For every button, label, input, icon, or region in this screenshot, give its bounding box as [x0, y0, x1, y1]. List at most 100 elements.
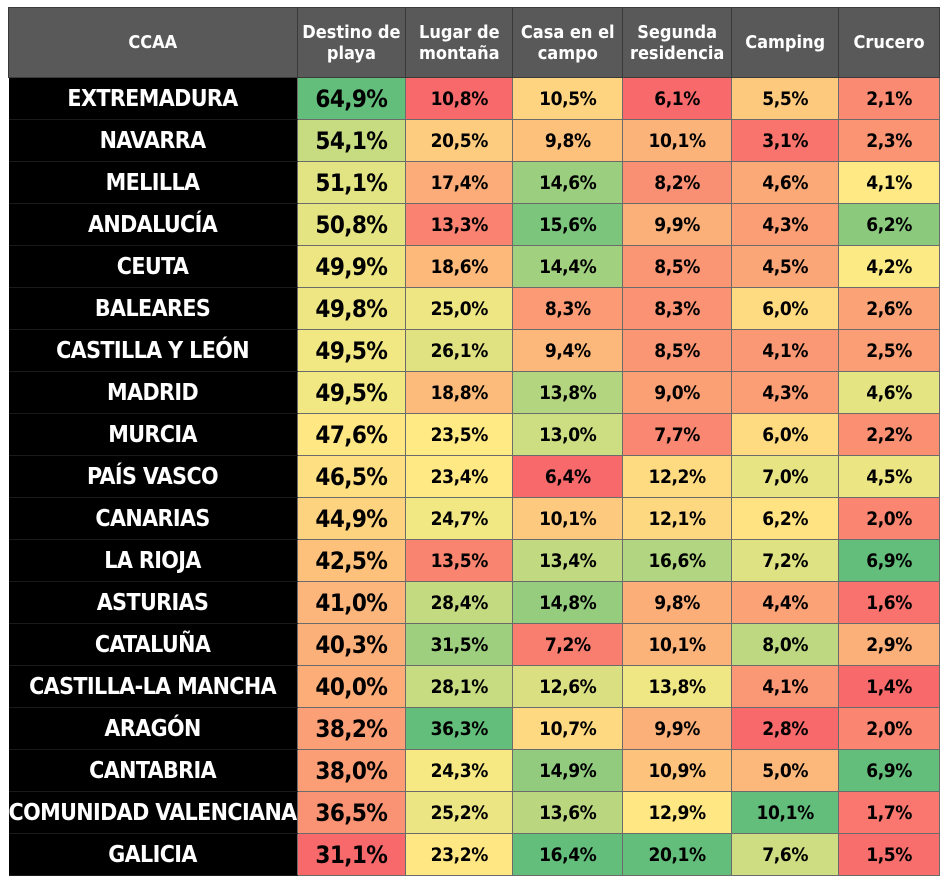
heatmap-cell: 9,8% — [622, 581, 733, 624]
heatmap-cell: 1,6% — [838, 581, 940, 624]
heatmap-cell: 31,1% — [296, 833, 407, 876]
heatmap-cell: 4,3% — [731, 371, 840, 414]
col-header-1-line-0: Lugar de — [419, 21, 500, 43]
table-row: CANTABRIA 38,0% 24,3% 14,9% 10,9% 5,0% 6,9% — [8, 749, 940, 792]
heatmap-cell: 17,4% — [405, 161, 514, 204]
heatmap-cell: 1,7% — [838, 791, 940, 834]
region-label: CASTILLA-LA MANCHA — [8, 665, 298, 708]
table-row: LA RIOJA 42,5% 13,5% 13,4% 16,6% 7,2% 6,9% — [8, 539, 940, 582]
heatmap-cell: 47,6% — [296, 413, 407, 456]
region-label: COMUNIDAD VALENCIANA — [8, 791, 298, 834]
heatmap-cell: 23,2% — [405, 833, 514, 876]
col-header-4-line-0: Camping — [745, 32, 826, 53]
heatmap-cell: 8,5% — [622, 245, 733, 288]
heatmap-cell: 9,0% — [622, 371, 733, 414]
heatmap-cell: 54,1% — [296, 119, 407, 162]
heatmap-cell: 13,5% — [405, 539, 514, 582]
heatmap-cell: 4,4% — [731, 581, 840, 624]
heatmap-cell: 38,2% — [296, 707, 407, 750]
heatmap-cell: 51,1% — [296, 161, 407, 204]
heatmap-cell: 36,5% — [296, 791, 407, 834]
heatmap-cell: 49,9% — [296, 245, 407, 288]
region-label: ARAGÓN — [8, 707, 298, 750]
heatmap-cell: 50,8% — [296, 203, 407, 246]
heatmap-cell: 38,0% — [296, 749, 407, 792]
table-row: EXTREMADURA 64,9% 10,8% 10,5% 6,1% 5,5% 2,1% — [8, 77, 940, 120]
heatmap-cell: 4,5% — [838, 455, 940, 498]
heatmap-cell: 7,0% — [731, 455, 840, 498]
col-header-1: Lugar de montaña — [405, 7, 514, 78]
heatmap-cell: 12,2% — [622, 455, 733, 498]
heatmap-cell: 2,2% — [838, 413, 940, 456]
corner-header: CCAA — [8, 7, 298, 78]
heatmap-cell: 10,1% — [622, 119, 733, 162]
heatmap-cell: 10,1% — [512, 497, 624, 540]
heatmap-cell: 13,0% — [512, 413, 624, 456]
col-header-2: Casa en el campo — [512, 7, 624, 78]
heatmap-cell: 2,3% — [838, 119, 940, 162]
col-header-3-line-1: residencia — [629, 42, 725, 64]
table-row: NAVARRA 54,1% 20,5% 9,8% 10,1% 3,1% 2,3% — [8, 119, 940, 162]
heatmap-cell: 46,5% — [296, 455, 407, 498]
heatmap-cell: 28,4% — [405, 581, 514, 624]
heatmap-cell: 12,9% — [622, 791, 733, 834]
heatmap-cell: 13,6% — [512, 791, 624, 834]
heatmap-cell: 10,9% — [622, 749, 733, 792]
heatmap-cell: 64,9% — [296, 77, 407, 120]
col-header-0-line-0: Destino de — [302, 21, 401, 43]
heatmap-cell: 7,2% — [731, 539, 840, 582]
heatmap-cell: 8,3% — [622, 287, 733, 330]
table-row: BALEARES 49,8% 25,0% 8,3% 8,3% 6,0% 2,6% — [8, 287, 940, 330]
col-header-4: Camping — [731, 7, 840, 78]
heatmap-cell: 12,6% — [512, 665, 624, 708]
heatmap-cell: 9,4% — [512, 329, 624, 372]
heatmap-cell: 2,1% — [838, 77, 940, 120]
col-header-1-line-1: montaña — [418, 42, 500, 64]
table-row: GALICIA 31,1% 23,2% 16,4% 20,1% 7,6% 1,5% — [8, 833, 940, 876]
region-label: CANTABRIA — [8, 749, 298, 792]
table-row: ASTURIAS 41,0% 28,4% 14,8% 9,8% 4,4% 1,6% — [8, 581, 940, 624]
heatmap-cell: 20,1% — [622, 833, 733, 876]
heatmap-cell: 2,8% — [731, 707, 840, 750]
heatmap-cell: 8,0% — [731, 623, 840, 666]
heatmap-cell: 5,0% — [731, 749, 840, 792]
heatmap-cell: 7,7% — [622, 413, 733, 456]
heatmap-cell: 13,8% — [622, 665, 733, 708]
heatmap-cell: 6,0% — [731, 413, 840, 456]
table-row: COMUNIDAD VALENCIANA 36,5% 25,2% 13,6% 12,9%… — [8, 791, 940, 834]
heatmap-cell: 4,1% — [731, 329, 840, 372]
region-label: ANDALUCÍA — [8, 203, 298, 246]
col-header-5: Crucero — [838, 7, 940, 78]
heatmap-cell: 13,3% — [405, 203, 514, 246]
region-label: BALEARES — [8, 287, 298, 330]
region-label: CANARIAS — [8, 497, 298, 540]
heatmap-cell: 28,1% — [405, 665, 514, 708]
heatmap-cell: 10,5% — [512, 77, 624, 120]
region-label: MURCIA — [8, 413, 298, 456]
heatmap-cell: 14,9% — [512, 749, 624, 792]
region-label: GALICIA — [8, 833, 298, 876]
region-label: MADRID — [8, 371, 298, 414]
col-header-3: Segunda residencia — [622, 7, 733, 78]
heatmap-cell: 8,2% — [622, 161, 733, 204]
heatmap-cell: 18,6% — [405, 245, 514, 288]
col-header-0: Destino de playa — [296, 7, 407, 78]
heatmap-cell: 7,2% — [512, 623, 624, 666]
heatmap-cell: 23,4% — [405, 455, 514, 498]
heatmap-cell: 2,0% — [838, 707, 940, 750]
region-label: CASTILLA Y LEÓN — [8, 329, 298, 372]
heatmap-cell: 14,6% — [512, 161, 624, 204]
heatmap-cell: 9,8% — [512, 119, 624, 162]
heatmap-cell: 23,5% — [405, 413, 514, 456]
table-row: CASTILLA Y LEÓN 49,5% 26,1% 9,4% 8,5% 4,1% 2,5… — [8, 329, 940, 372]
region-label: EXTREMADURA — [8, 77, 298, 120]
heatmap-cell: 4,2% — [838, 245, 940, 288]
heatmap-cell: 2,6% — [838, 287, 940, 330]
region-label: ASTURIAS — [8, 581, 298, 624]
heatmap-table: CCAA Destino de playa Lugar de montaña Cas… — [8, 7, 940, 876]
heatmap-cell: 49,5% — [296, 329, 407, 372]
heatmap-cell: 6,4% — [512, 455, 624, 498]
table-row: PAÍS VASCO 46,5% 23,4% 6,4% 12,2% 7,0% 4,5% — [8, 455, 940, 498]
heatmap-cell: 2,9% — [838, 623, 940, 666]
heatmap-cell: 14,4% — [512, 245, 624, 288]
